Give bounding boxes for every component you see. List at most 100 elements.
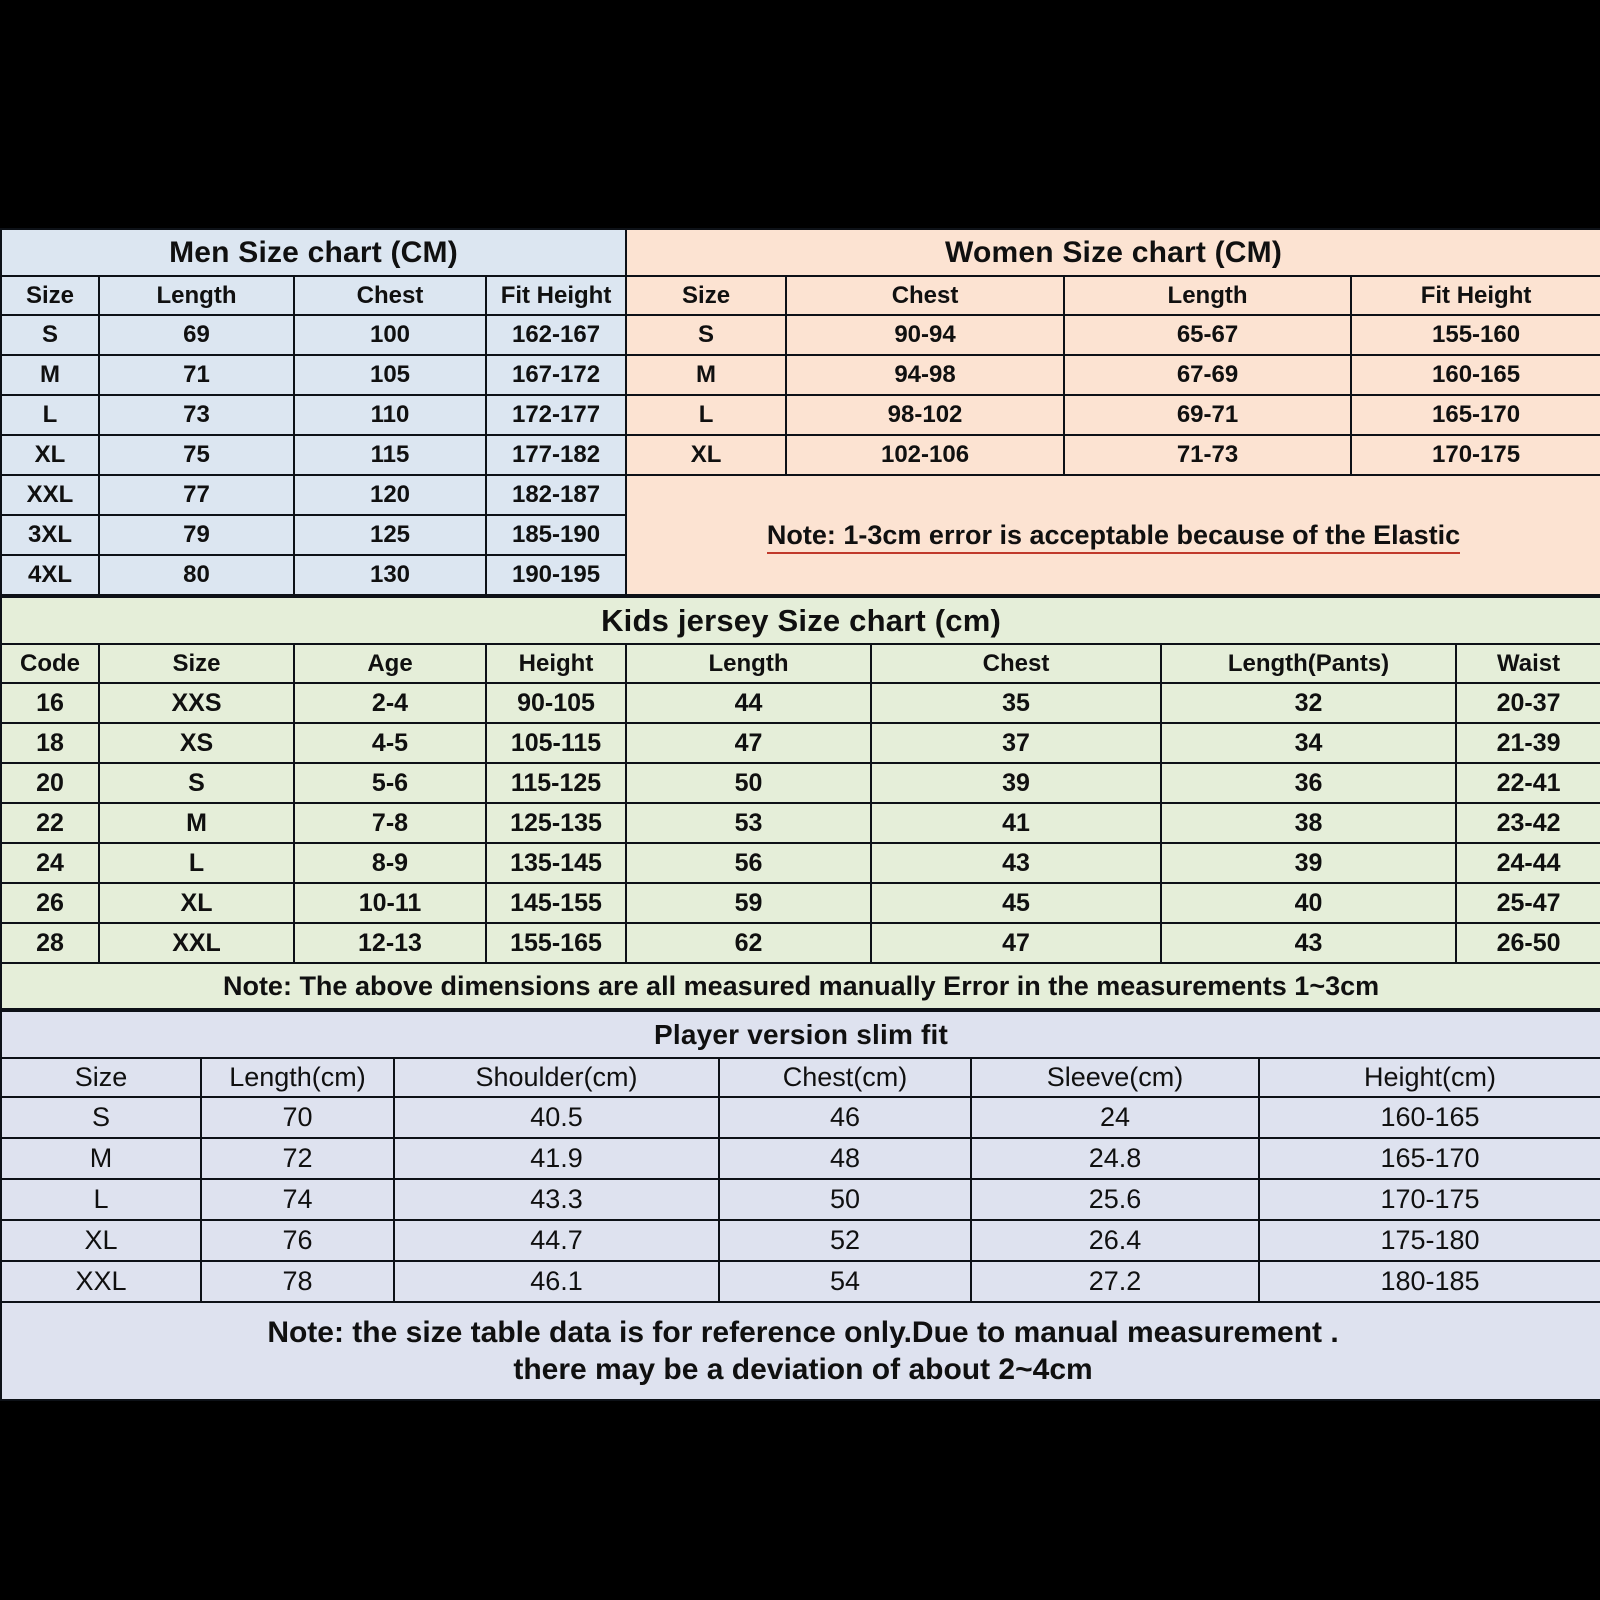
player-cell: 52: [718, 1219, 972, 1262]
player-cell: 54: [718, 1260, 972, 1303]
kids-cell: 21-39: [1454, 722, 1600, 764]
kids-cell: 38: [1160, 802, 1457, 844]
player-cell: 160-165: [1257, 1096, 1600, 1139]
women-header-length: Length: [1063, 275, 1353, 316]
kids-cell: 47: [870, 922, 1162, 964]
men-cell: XXL: [0, 474, 100, 516]
player-cell: 76: [200, 1219, 395, 1262]
kids-cell: 135-145: [485, 842, 627, 884]
player-cell: 74: [200, 1178, 395, 1221]
player-version-table: Player version slim fit Size Length(cm) …: [0, 1010, 1600, 1401]
kids-cell: 145-155: [485, 882, 627, 924]
men-header-size: Size: [0, 275, 100, 316]
women-header-chest: Chest: [785, 275, 1066, 316]
kids-cell: 90-105: [485, 682, 627, 724]
headers-row: Size Length Chest Fit Height Size Chest …: [0, 275, 1600, 316]
men-cell: 172-177: [484, 394, 628, 436]
women-cell: S: [625, 314, 788, 356]
kids-cell: S: [98, 762, 295, 804]
men-cell: L: [0, 394, 100, 436]
kids-cell: M: [98, 802, 295, 844]
women-cell: 170-175: [1350, 434, 1600, 476]
women-cell: 67-69: [1063, 354, 1353, 396]
table-row: M 71 105 167-172 M 94-98 67-69 160-165: [0, 354, 1600, 396]
kids-header-chest: Chest: [870, 643, 1162, 684]
kids-cell: 5-6: [293, 762, 487, 804]
player-header-chest: Chest(cm): [718, 1057, 972, 1098]
kids-cell: 32: [1160, 682, 1457, 724]
table-row: L 73 110 172-177 L 98-102 69-71 165-170: [0, 394, 1600, 436]
player-cell: 180-185: [1257, 1260, 1600, 1303]
player-cell: 170-175: [1257, 1178, 1600, 1221]
kids-cell: 53: [625, 802, 872, 844]
table-row: 24 L 8-9 135-145 56 43 39 24-44: [0, 842, 1600, 884]
kids-cell: 35: [870, 682, 1162, 724]
player-cell: 46: [718, 1096, 972, 1139]
kids-cell: 7-8: [293, 802, 487, 844]
player-cell: 175-180: [1257, 1219, 1600, 1262]
table-row: XXL 78 46.1 54 27.2 180-185: [0, 1260, 1600, 1303]
player-cell: 70: [200, 1096, 395, 1139]
table-row: S 69 100 162-167 S 90-94 65-67 155-160: [0, 314, 1600, 356]
kids-cell: 26-50: [1454, 922, 1600, 964]
player-cell: L: [0, 1178, 202, 1221]
kids-cell: 18: [0, 722, 100, 764]
player-cell: S: [0, 1096, 202, 1139]
men-cell: 125: [293, 514, 487, 556]
kids-cell: 47: [625, 722, 872, 764]
player-note-line-2: there may be a deviation of about 2~4cm: [513, 1353, 1093, 1386]
kids-note-row: Note: The above dimensions are all measu…: [0, 962, 1600, 1010]
men-cell: 130: [293, 554, 487, 596]
player-cell: 72: [200, 1137, 395, 1180]
women-cell: 94-98: [785, 354, 1066, 396]
men-cell: 4XL: [0, 554, 100, 596]
player-cell: XL: [0, 1219, 202, 1262]
player-cell: 24: [970, 1096, 1260, 1139]
player-cell: 41.9: [393, 1137, 720, 1180]
men-table-title: Men Size chart (CM): [0, 228, 628, 277]
table-row: 20 S 5-6 115-125 50 39 36 22-41: [0, 762, 1600, 804]
kids-header-waist: Waist: [1454, 643, 1600, 684]
kids-title-row: Kids jersey Size chart (cm): [0, 596, 1600, 645]
kids-cell: 41: [870, 802, 1162, 844]
player-header-height: Height(cm): [1257, 1057, 1600, 1098]
player-cell: 26.4: [970, 1219, 1260, 1262]
kids-headers-row: Code Size Age Height Length Chest Length…: [0, 643, 1600, 684]
kids-header-height: Height: [485, 643, 627, 684]
kids-cell: 16: [0, 682, 100, 724]
kids-cell: 62: [625, 922, 872, 964]
player-table-title: Player version slim fit: [0, 1010, 1600, 1059]
men-cell: 3XL: [0, 514, 100, 556]
kids-header-age: Age: [293, 643, 487, 684]
kids-cell: XS: [98, 722, 295, 764]
kids-cell: 10-11: [293, 882, 487, 924]
women-cell: M: [625, 354, 788, 396]
kids-header-code: Code: [0, 643, 100, 684]
player-cell: 24.8: [970, 1137, 1260, 1180]
kids-cell: 20-37: [1454, 682, 1600, 724]
men-header-length: Length: [98, 275, 295, 316]
kids-table-title: Kids jersey Size chart (cm): [0, 596, 1600, 645]
men-cell: 115: [293, 434, 487, 476]
player-cell: M: [0, 1137, 202, 1180]
women-cell: 98-102: [785, 394, 1066, 436]
women-cell: 165-170: [1350, 394, 1600, 436]
table-row: 18 XS 4-5 105-115 47 37 34 21-39: [0, 722, 1600, 764]
men-cell: 100: [293, 314, 487, 356]
player-note: Note: the size table data is for referen…: [0, 1301, 1600, 1401]
player-cell: 165-170: [1257, 1137, 1600, 1180]
men-header-chest: Chest: [293, 275, 487, 316]
kids-cell: 39: [1160, 842, 1457, 884]
kids-cell: 50: [625, 762, 872, 804]
women-cell: 90-94: [785, 314, 1066, 356]
women-cell: 155-160: [1350, 314, 1600, 356]
men-cell: 69: [98, 314, 295, 356]
men-cell: 75: [98, 434, 295, 476]
kids-cell: 24: [0, 842, 100, 884]
player-cell: 44.7: [393, 1219, 720, 1262]
kids-cell: 43: [870, 842, 1162, 884]
kids-cell: XXS: [98, 682, 295, 724]
kids-cell: 23-42: [1454, 802, 1600, 844]
women-header-size: Size: [625, 275, 788, 316]
